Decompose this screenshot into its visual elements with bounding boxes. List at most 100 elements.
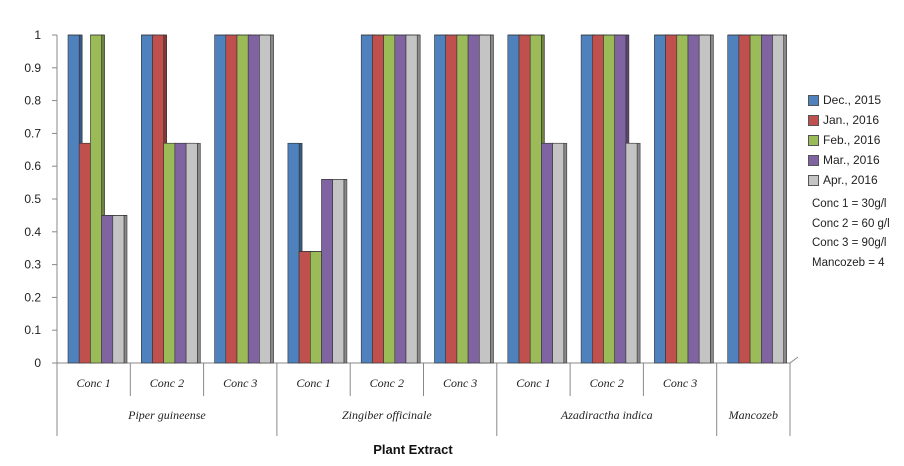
- bar: [405, 34, 421, 364]
- bar-front: [298, 251, 311, 364]
- legend-label: Jan., 2016: [823, 113, 880, 127]
- y-tick-label: 0.3: [24, 258, 41, 272]
- bar-front: [90, 34, 102, 364]
- bar-front: [247, 34, 260, 364]
- legend-label: Mar., 2016: [823, 153, 880, 167]
- bar-front: [405, 34, 418, 364]
- bar-front: [101, 215, 114, 364]
- y-tick-label: 0.4: [24, 225, 41, 239]
- x-axis-title: Plant Extract: [373, 442, 453, 457]
- note-line: Conc 2 = 60 g/l: [812, 217, 890, 230]
- bar: [332, 179, 348, 364]
- group-label: Azadiractha indica: [560, 408, 653, 422]
- bar-front: [163, 142, 176, 364]
- category-label: Conc 2: [370, 376, 404, 390]
- group-label: Mancozeb: [728, 408, 778, 422]
- note-line: Mancozeb = 4: [812, 256, 885, 269]
- bar-front: [259, 34, 271, 364]
- bar-front: [552, 142, 565, 364]
- bar-front: [141, 34, 153, 364]
- bar-front: [360, 34, 373, 364]
- legend-swatch: [808, 134, 819, 146]
- note-line: Conc 3 = 90g/l: [812, 237, 887, 249]
- bar-front: [478, 34, 491, 364]
- bar-front: [614, 34, 627, 364]
- category-label: Conc 3: [223, 376, 257, 390]
- legend-item: Apr., 2016: [808, 170, 881, 190]
- bar-front: [665, 34, 678, 364]
- bar-front: [749, 34, 762, 364]
- bar-side: [197, 142, 201, 364]
- legend-label: Dec., 2015: [823, 93, 882, 107]
- bar-side: [710, 34, 714, 364]
- bar-front: [507, 34, 520, 364]
- legend-item: Feb., 2016: [808, 130, 881, 150]
- bar-front: [456, 34, 469, 364]
- bar-side: [490, 34, 494, 364]
- bar-front: [580, 34, 593, 364]
- category-label: Conc 1: [296, 376, 330, 390]
- bar-side: [416, 34, 421, 364]
- y-tick-label: 0.9: [24, 61, 41, 75]
- chart-bars: [67, 34, 788, 364]
- bar-front: [445, 34, 458, 364]
- category-label: Conc 2: [590, 376, 624, 390]
- legend-item: Mar., 2016: [808, 150, 881, 170]
- bar: [478, 34, 494, 364]
- bar-side: [123, 215, 128, 364]
- bar-front: [625, 142, 638, 364]
- bar: [185, 142, 201, 364]
- bar-side: [343, 179, 348, 364]
- bar-front: [603, 34, 615, 364]
- bar: [625, 142, 641, 364]
- group-label: Piper guineense: [127, 408, 206, 422]
- bar-side: [270, 34, 274, 364]
- bar-side: [636, 142, 641, 364]
- y-tick-label: 0.5: [24, 192, 41, 206]
- bar-side: [783, 34, 788, 364]
- legend-item: Dec., 2015: [808, 90, 881, 110]
- bar: [552, 142, 568, 364]
- category-label: Conc 2: [150, 376, 184, 390]
- bar-front: [214, 34, 227, 364]
- bar-front: [112, 215, 125, 364]
- bar-front: [591, 34, 604, 364]
- legend-swatch: [808, 114, 819, 126]
- legend-swatch: [808, 94, 819, 106]
- bar-front: [518, 34, 531, 364]
- y-tick-label: 0.7: [24, 126, 41, 140]
- bar-front: [174, 142, 187, 364]
- bar-front: [727, 34, 740, 364]
- bar-front: [152, 34, 164, 364]
- y-tick-label: 0: [34, 356, 41, 370]
- bar-front: [760, 34, 773, 364]
- bar-front: [78, 142, 91, 364]
- legend-label: Apr., 2016: [823, 173, 878, 187]
- bar-front: [529, 34, 542, 364]
- bar-front: [698, 34, 711, 364]
- y-tick-label: 0.2: [24, 290, 41, 304]
- bar-front: [185, 142, 198, 364]
- bar-front: [321, 179, 333, 364]
- bar-front: [772, 34, 784, 364]
- bar-front: [225, 34, 238, 364]
- bar-front: [332, 179, 345, 364]
- bar-front: [287, 142, 300, 364]
- bar-side: [563, 142, 568, 364]
- bar-front: [434, 34, 446, 364]
- floor-edge: [789, 356, 799, 364]
- bar-front: [687, 34, 700, 364]
- category-label: Conc 1: [516, 376, 550, 390]
- y-tick-label: 0.1: [24, 323, 41, 337]
- bar-front: [394, 34, 407, 364]
- concentration-notes: Conc 1 = 30g/l Conc 2 = 60 g/l Conc 3 = 90…: [812, 195, 904, 273]
- bar-front: [67, 34, 80, 364]
- group-label: Zingiber officinale: [342, 408, 432, 422]
- chart-labels: 0 0.1 0.2 0.3 0.4 0.5 0.6 0.7 0.8 0.9 1 Conc 1 Conc …: [24, 28, 778, 422]
- bar-front: [654, 34, 666, 364]
- category-label: Conc 1: [76, 376, 110, 390]
- legend-label: Feb., 2016: [823, 133, 881, 147]
- y-tick-label: 0.8: [24, 94, 41, 108]
- chart-legend: Dec., 2015 Jan., 2016 Feb., 2016 Mar., 2016…: [808, 90, 881, 190]
